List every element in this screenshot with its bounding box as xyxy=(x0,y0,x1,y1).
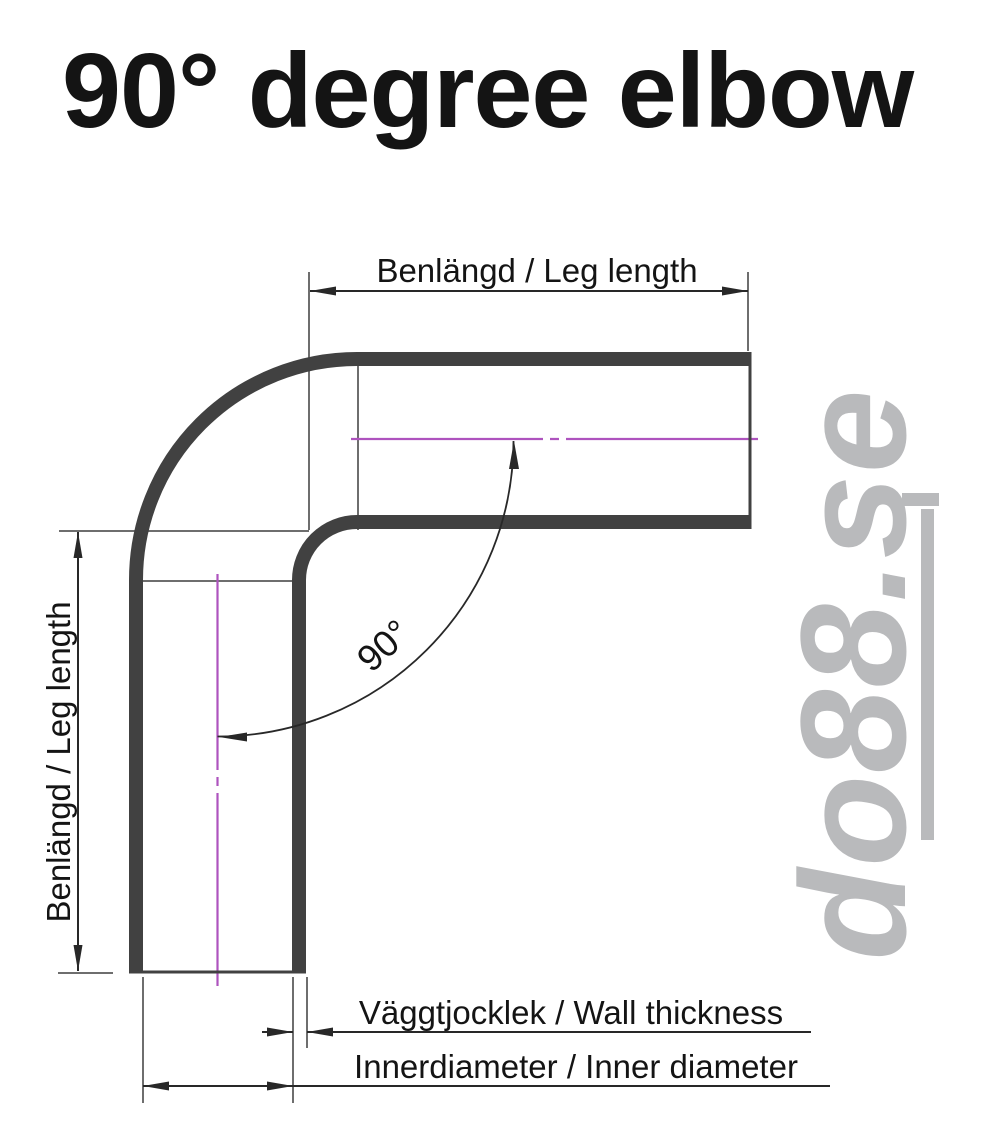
pipe-inner-wall xyxy=(292,515,750,972)
watermark-text: do88.se xyxy=(769,388,937,961)
dimension-angle-arc xyxy=(217,440,519,742)
label-inner-diameter: Innerdiameter / Inner diameter xyxy=(354,1048,798,1085)
arrowhead-right-icon xyxy=(267,1027,293,1037)
dimension-graphics xyxy=(73,286,830,1091)
angle-arc-line xyxy=(217,440,515,738)
pipe-outer-wall xyxy=(129,352,750,972)
watermark-underline-short xyxy=(902,493,939,506)
dimension-wall-thickness xyxy=(262,1027,811,1037)
arrowhead-right-icon xyxy=(722,286,748,296)
label-leg-length-left: Benlängd / Leg length xyxy=(40,601,77,922)
page-title: 90° degree elbow xyxy=(62,32,915,150)
watermark-underline-long xyxy=(921,509,934,840)
watermark: do88.se xyxy=(769,388,939,961)
dimension-leg-top xyxy=(310,286,748,296)
label-wall-thickness: Väggtjocklek / Wall thickness xyxy=(359,994,783,1031)
arrowhead-up-icon xyxy=(73,532,83,558)
centerlines xyxy=(216,437,765,986)
label-leg-length-top: Benlängd / Leg length xyxy=(376,252,697,289)
label-angle-90: 90° xyxy=(349,612,418,680)
arrowhead-up-icon xyxy=(509,441,519,469)
arrowhead-left-icon xyxy=(310,286,336,296)
dimension-inner-diameter xyxy=(143,1081,830,1091)
elbow-pipe xyxy=(129,352,752,974)
extension-lines xyxy=(58,272,749,1103)
arrowhead-left-icon xyxy=(219,732,247,742)
arrowhead-down-icon xyxy=(73,945,83,971)
arrowhead-left-icon xyxy=(143,1081,169,1091)
arrowhead-right-icon xyxy=(267,1081,293,1091)
arrowhead-left-icon xyxy=(307,1027,333,1037)
dimension-leg-left xyxy=(73,532,83,971)
